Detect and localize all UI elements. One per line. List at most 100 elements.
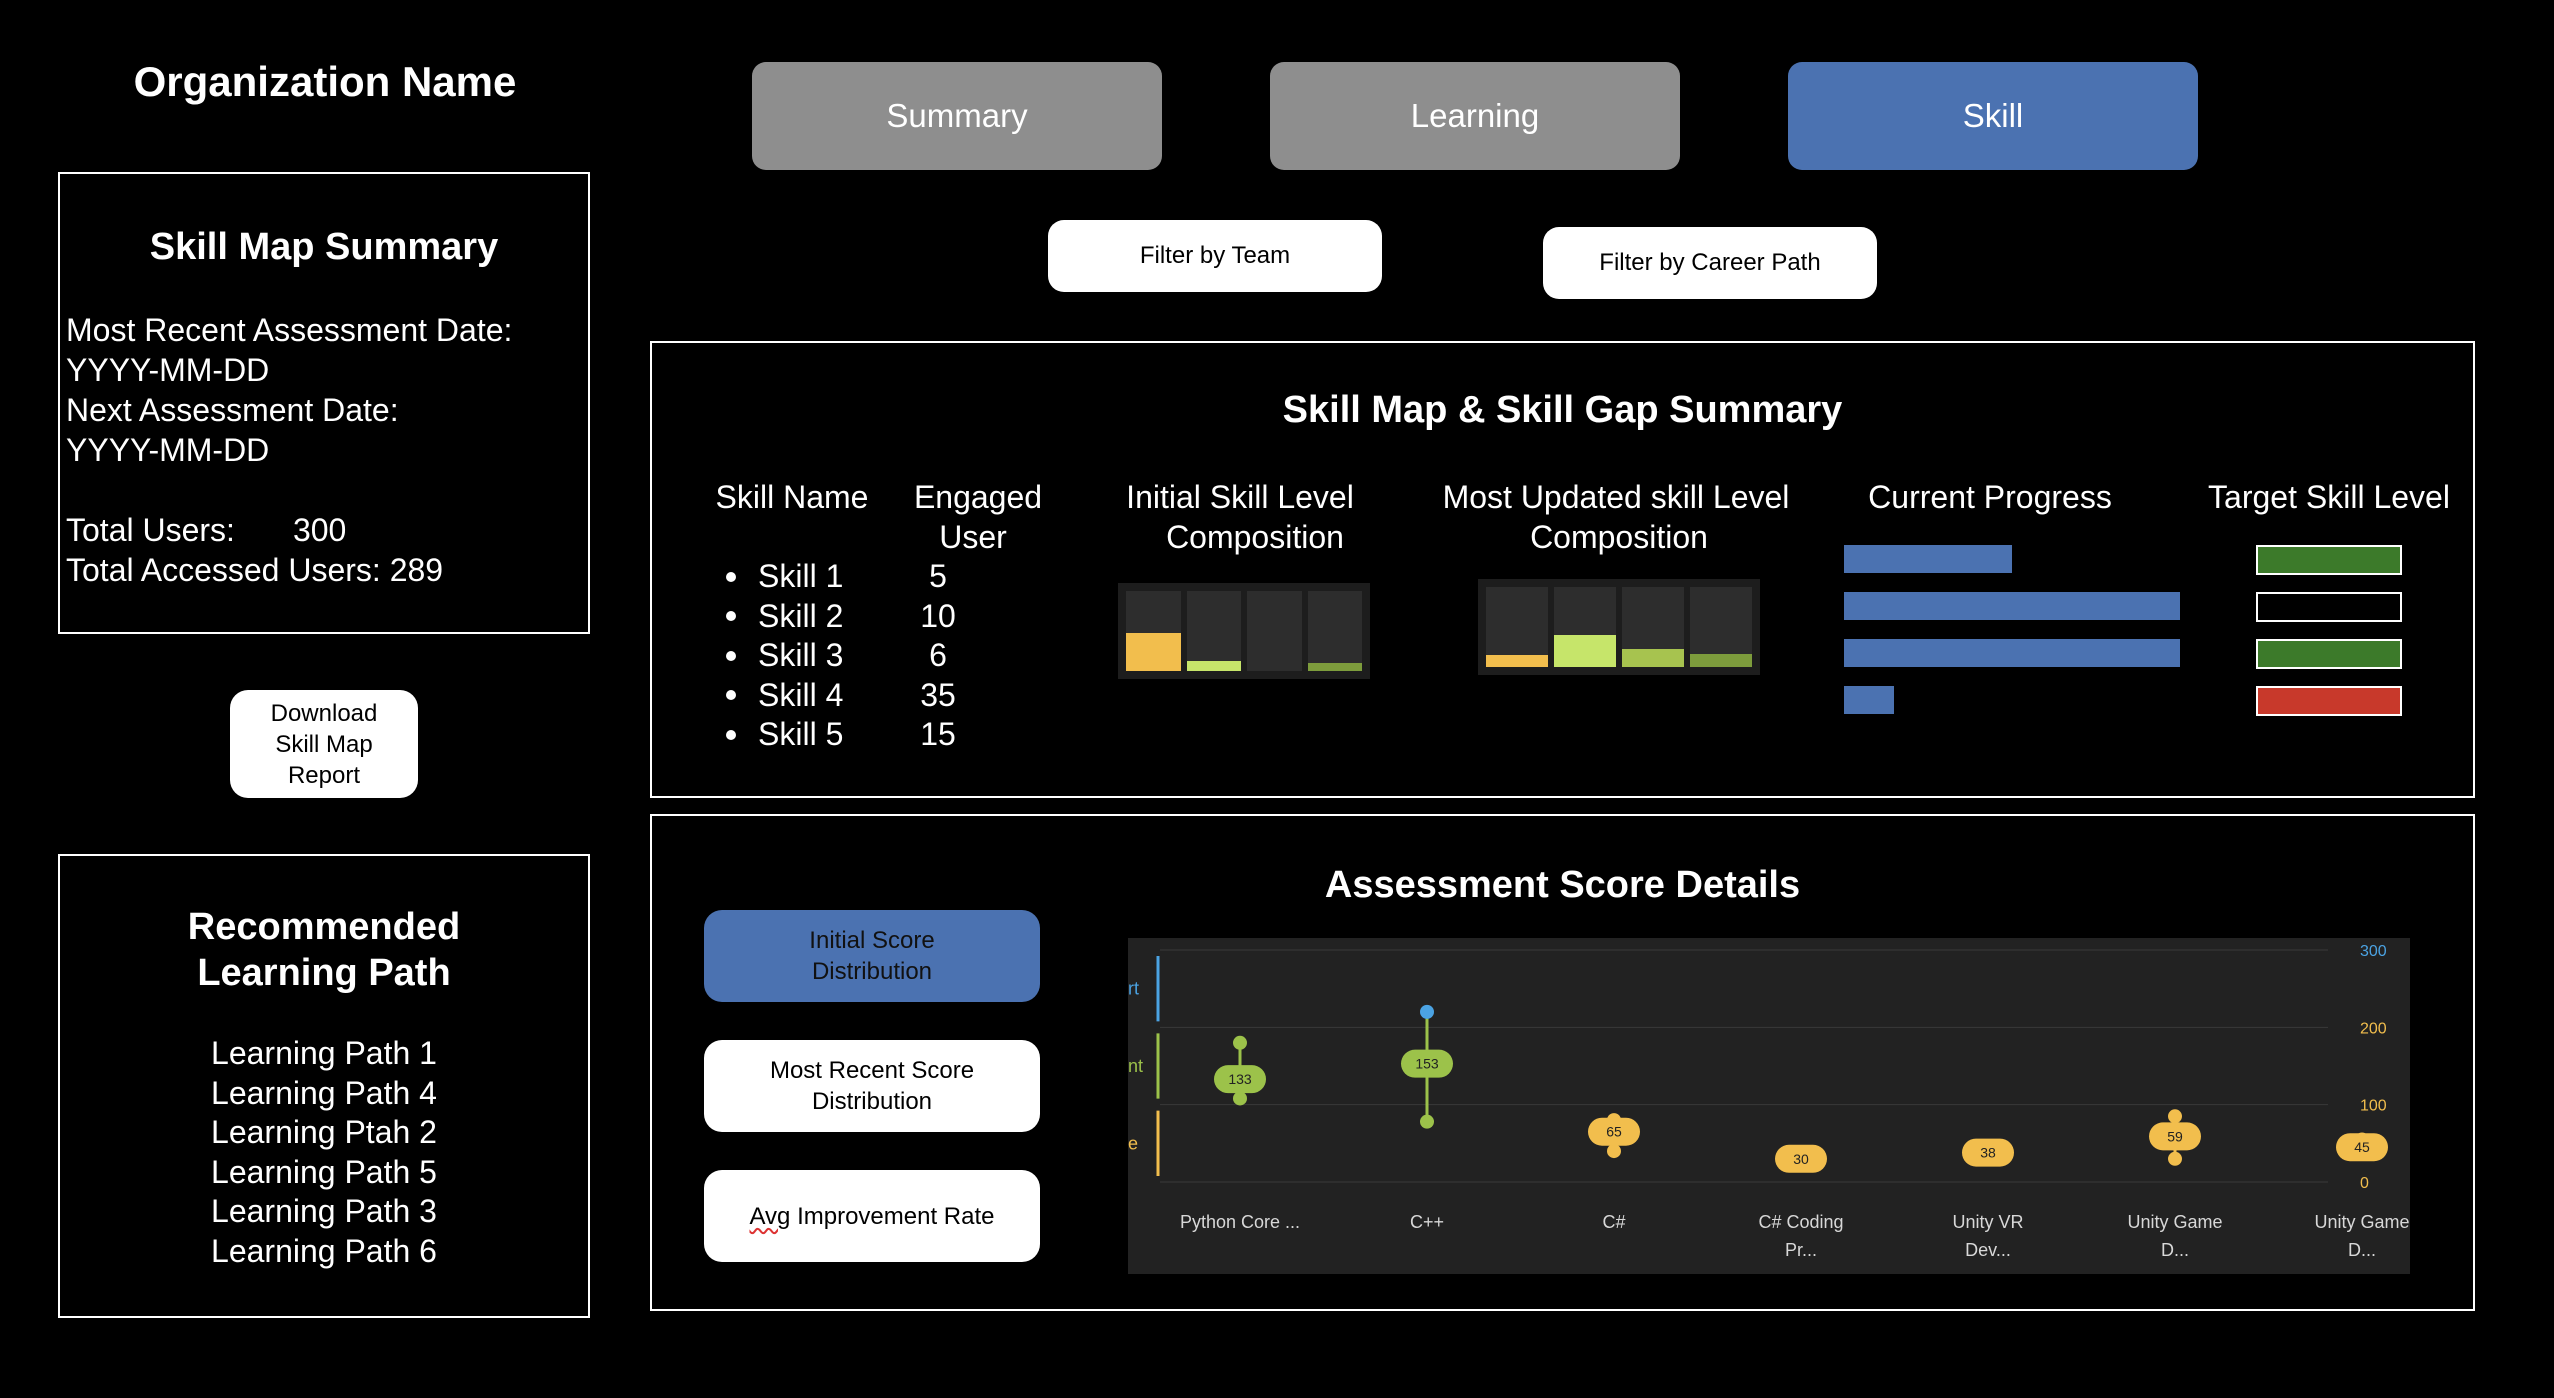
bullet-icon — [726, 571, 736, 582]
whisker-high-point — [1420, 1004, 1434, 1019]
x-tick-label: Unity Game — [2127, 1212, 2222, 1232]
bullet-icon — [726, 650, 736, 661]
band-label: e — [1128, 1133, 1138, 1153]
y-tick-label: 100 — [2360, 1098, 2387, 1115]
target-level-box — [2256, 545, 2402, 575]
skill-name: Skill 5 — [758, 716, 844, 752]
total-users-label: Total Users: — [66, 512, 235, 548]
col-header-initial-composition: Initial Skill Level Composition — [1100, 477, 1380, 557]
recommended-title: Recommended Learning Path — [60, 904, 588, 996]
filter-by-career-path-button[interactable]: Filter by Career Path — [1543, 227, 1877, 299]
composition-fill — [1622, 649, 1684, 667]
accessed-users-label: Total Accessed Users: — [66, 552, 381, 588]
band-label: nt — [1128, 1056, 1143, 1076]
whisker-low-point — [1607, 1144, 1621, 1159]
value-pill — [2149, 1122, 2201, 1151]
composition-column — [1126, 591, 1181, 671]
bullet-icon — [726, 611, 736, 622]
col-header-initial-line2: Composition — [1166, 519, 1344, 555]
x-tick-label: C# Coding — [1758, 1212, 1843, 1232]
composition-column — [1186, 591, 1241, 671]
button-label-line2: Distribution — [811, 1088, 933, 1115]
most-recent-score-distribution-button[interactable]: Most Recent Score Distribution — [704, 1040, 1040, 1132]
y-tick-label: 0 — [2360, 1175, 2369, 1192]
composition-fill — [1690, 654, 1752, 667]
progress-bar — [1844, 545, 2012, 573]
learning-path-item[interactable]: Learning Path 6 — [211, 1232, 437, 1269]
recommended-learning-path-panel: Recommended Learning Path Learning Path … — [58, 854, 590, 1318]
skill-gap-summary-panel: Skill Map & Skill Gap Summary Skill Name… — [650, 341, 2475, 798]
download-label-line1: Download — [270, 699, 378, 727]
skill-name: Skill 4 — [758, 676, 844, 713]
filter-by-team-button[interactable]: Filter by Team — [1048, 220, 1382, 292]
value-pill — [1401, 1049, 1453, 1078]
value-pill — [2336, 1133, 2388, 1162]
whisker-high-point — [2168, 1109, 2182, 1124]
engaged-user-list: 5 10 6 35 15 — [898, 557, 978, 755]
skill-map-summary-panel: Skill Map Summary Most Recent Assessment… — [58, 172, 590, 634]
col-header-skill-name: Skill Name — [715, 479, 869, 515]
target-level-box — [2256, 592, 2402, 622]
button-label-first-word: Avg — [749, 1202, 791, 1230]
data-label: 30 — [1793, 1151, 1809, 1167]
skill-gap-title: Skill Map & Skill Gap Summary — [1282, 389, 1843, 431]
band-label: rt — [1128, 979, 1139, 999]
download-label-line2: Skill Map — [275, 730, 373, 758]
target-level-box — [2256, 686, 2402, 716]
download-report-button[interactable]: Download Skill Map Report — [230, 690, 418, 798]
total-users-value: 300 — [292, 512, 347, 548]
data-label: 59 — [2167, 1128, 2183, 1144]
button-label-line1: Initial Score — [809, 927, 935, 954]
recent-assessment-date: YYYY-MM-DD — [66, 352, 270, 388]
target-level-box — [2256, 639, 2402, 669]
tab-learning[interactable]: Learning — [1270, 62, 1680, 170]
skill-name-list: Skill 1 Skill 2 Skill 3 Skill 4 Skill 5 — [726, 557, 843, 755]
learning-path-item[interactable]: Learning Ptah 2 — [211, 1114, 437, 1150]
value-pill — [1588, 1117, 1640, 1146]
x-tick-label: Python Core ... — [1180, 1212, 1300, 1232]
summary-title: Skill Map Summary — [149, 226, 499, 268]
x-tick-label: Unity VR — [1952, 1212, 2023, 1232]
avg-improvement-rate-button[interactable]: Avg Improvement Rate — [704, 1170, 1040, 1262]
composition-fill — [1186, 661, 1241, 671]
composition-column — [1486, 587, 1548, 667]
recent-assessment-label: Most Recent Assessment Date: — [66, 312, 513, 348]
tab-summary[interactable]: Summary — [752, 62, 1162, 170]
whisker-low-point — [1420, 1114, 1434, 1129]
composition-fill — [1307, 663, 1362, 671]
col-header-engaged-line2: User — [939, 519, 1007, 555]
initial-composition-chart — [1118, 583, 1370, 679]
skill-name: Skill 2 — [758, 597, 844, 634]
y-tick-label: 300 — [2360, 943, 2387, 960]
col-header-engaged-user: Engaged User — [898, 477, 1058, 557]
accessed-users-value: 289 — [389, 552, 444, 588]
spacer — [66, 470, 512, 510]
value-pill — [1775, 1144, 1827, 1173]
tab-skill[interactable]: Skill — [1788, 62, 2198, 170]
summary-details: Most Recent Assessment Date: YYYY-MM-DD … — [66, 310, 512, 590]
bullet-icon — [726, 690, 736, 701]
assessment-score-panel: Assessment Score Details Initial Score D… — [650, 814, 2475, 1311]
x-tick-label: Unity Game — [2314, 1212, 2409, 1232]
data-label: 45 — [2354, 1139, 2370, 1155]
whisker-high-point — [1233, 1035, 1247, 1050]
composition-column — [1247, 591, 1302, 671]
data-label: 133 — [1228, 1071, 1252, 1087]
learning-path-item[interactable]: Learning Path 1 — [211, 1035, 437, 1071]
engaged-count: 35 — [920, 676, 956, 713]
value-pill — [1962, 1138, 2014, 1167]
learning-path-item[interactable]: Learning Path 4 — [211, 1074, 437, 1111]
composition-column — [1622, 587, 1684, 667]
x-tick-label: D... — [2161, 1240, 2189, 1260]
recommended-title-line1: Recommended — [187, 906, 461, 948]
skill-list-item: Skill 1 — [726, 557, 843, 597]
download-label-line3: Report — [287, 761, 361, 789]
learning-path-item[interactable]: Learning Path 5 — [211, 1153, 437, 1190]
learning-path-item[interactable]: Learning Path 3 — [211, 1193, 437, 1229]
initial-score-distribution-button[interactable]: Initial Score Distribution — [704, 910, 1040, 1002]
skill-list-item: Skill 3 — [726, 636, 843, 676]
next-assessment-label: Next Assessment Date: — [66, 392, 399, 428]
composition-fill — [1126, 632, 1181, 671]
recommended-title-line2: Learning Path — [197, 952, 451, 994]
progress-bar — [1844, 686, 1894, 714]
